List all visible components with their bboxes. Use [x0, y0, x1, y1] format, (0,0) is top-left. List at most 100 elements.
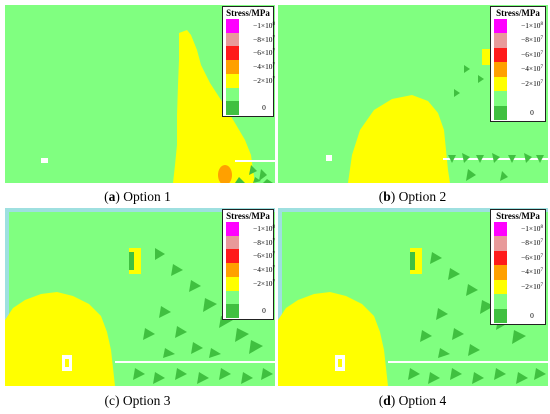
legend-label: −2×107 [510, 280, 550, 294]
legend-swatch [494, 265, 507, 280]
caption-d: (d) Option 4 [378, 393, 447, 408]
yellow-stress-zone [348, 95, 450, 183]
legend-item: −1×108 [494, 19, 550, 34]
legend-label-exponent: 7 [272, 266, 275, 272]
legend-label-mantissa: −4×10 [521, 267, 541, 277]
yellow-stress-zone [278, 292, 388, 386]
legend-label-exponent: 7 [540, 36, 543, 42]
legend-label-exponent: 7 [272, 49, 275, 55]
legend-label: −6×107 [242, 249, 286, 263]
legend-item [226, 290, 286, 305]
legend-item: −2×107 [226, 276, 286, 291]
legend-label: 0 [242, 101, 286, 115]
legend-label-exponent: 7 [272, 279, 275, 285]
legend-label: −2×107 [242, 74, 286, 88]
orange-stress-spot [218, 165, 232, 183]
legend-label: −2×107 [510, 77, 550, 91]
legend-label: −1×108 [510, 19, 550, 33]
legend-item: 0 [226, 101, 286, 115]
legend-label-mantissa: −4×10 [253, 265, 273, 275]
legend-label-mantissa: −4×10 [253, 62, 273, 72]
legend-label-mantissa: −1×10 [521, 21, 541, 30]
legend-item: −8×107 [494, 33, 550, 48]
legend-title: Stress/MPa [496, 8, 540, 18]
legend-label-exponent: 7 [272, 238, 275, 244]
legend-swatch [226, 19, 239, 33]
legend-item: 0 [226, 304, 286, 318]
legend-label-exponent: 7 [540, 268, 543, 274]
legend-label-mantissa: −1×10 [521, 224, 541, 233]
legend-label: −4×107 [242, 263, 286, 277]
legend-title: Stress/MPa [496, 211, 540, 221]
legend-label-mantissa: −8×10 [521, 35, 541, 45]
legend-label-mantissa: −4×10 [521, 64, 541, 74]
legend-label: −1×108 [242, 222, 286, 236]
legend-label-mantissa: −8×10 [253, 34, 273, 44]
legend-label-exponent: 7 [540, 65, 543, 71]
caption-d-text: Option 4 [395, 393, 447, 408]
legend-label-exponent: 7 [540, 253, 543, 259]
legend-item: −2×107 [494, 279, 550, 295]
legend-item: 0 [494, 105, 550, 120]
legend-item [226, 87, 286, 102]
legend-label: 0 [510, 309, 550, 323]
legend-label-exponent: 8 [272, 22, 275, 27]
legend-item: 0 [494, 308, 550, 323]
legend-label-mantissa: −1×10 [253, 224, 273, 233]
legend-label: −1×108 [242, 19, 286, 33]
legend-swatch [494, 279, 507, 295]
legend-label-exponent: 8 [540, 22, 543, 27]
legend-swatch [226, 263, 239, 277]
legend-label-mantissa: −6×10 [521, 49, 541, 59]
legend-a: Stress/MPa −1×108 −8×107 −6×107 −4×107 −2×107… [222, 6, 275, 117]
legend-swatch [226, 46, 239, 61]
legend-swatch [494, 308, 507, 323]
legend-swatch [494, 76, 507, 92]
legend-item: −8×107 [226, 32, 286, 47]
legend-item: −6×107 [226, 249, 286, 264]
caption-c-text: Option 3 [119, 393, 171, 408]
legend-swatch [226, 73, 239, 88]
caption-c: (c) Option 3 [104, 393, 171, 408]
caption-b-letter: b [383, 189, 391, 204]
legend-label-exponent: 7 [272, 76, 275, 82]
legend-item: −6×107 [494, 250, 550, 266]
legend-swatch [494, 19, 507, 34]
legend-item [494, 91, 550, 106]
legend-item [494, 294, 550, 309]
caption-a-letter: a [108, 189, 116, 204]
legend-label: 0 [242, 304, 286, 318]
legend-label-mantissa: 0 [262, 306, 266, 316]
legend-label: −4×107 [242, 60, 286, 74]
legend-label-exponent: 8 [540, 225, 543, 230]
legend-item: −1×108 [226, 19, 286, 33]
legend-label-exponent: 7 [272, 35, 275, 41]
legend-item: −4×107 [494, 62, 550, 77]
legend-swatch [226, 87, 239, 102]
legend-title: Stress/MPa [226, 211, 270, 221]
caption-d-letter: d [383, 393, 391, 408]
caption-a-text: Option 1 [119, 189, 171, 204]
legend-label-mantissa: −6×10 [521, 252, 541, 262]
legend-label-mantissa: −6×10 [253, 48, 273, 58]
legend-label: −4×107 [510, 62, 550, 76]
legend-swatch [494, 33, 507, 48]
legend-label-exponent: 7 [272, 63, 275, 69]
legend-swatch [226, 222, 239, 236]
legend-item: −6×107 [226, 46, 286, 61]
legend-label-mantissa: −6×10 [253, 251, 273, 261]
legend-swatch [226, 304, 239, 318]
caption-c-letter: c [108, 393, 115, 408]
legend-swatch [226, 235, 239, 250]
legend-item: −8×107 [494, 236, 550, 251]
legend-swatch [226, 249, 239, 264]
legend-label-mantissa: 0 [262, 103, 266, 113]
legend-title: Stress/MPa [226, 8, 270, 18]
legend-label-exponent: 8 [272, 225, 275, 230]
legend-label-mantissa: −2×10 [521, 78, 541, 88]
legend-item: −2×107 [226, 73, 286, 88]
legend-item: −4×107 [226, 60, 286, 74]
legend-swatch [494, 250, 507, 266]
legend-label-mantissa: −2×10 [253, 278, 273, 288]
legend-d: Stress/MPa −1×108 −8×107 −6×107 −4×107 −2×107… [490, 209, 546, 325]
